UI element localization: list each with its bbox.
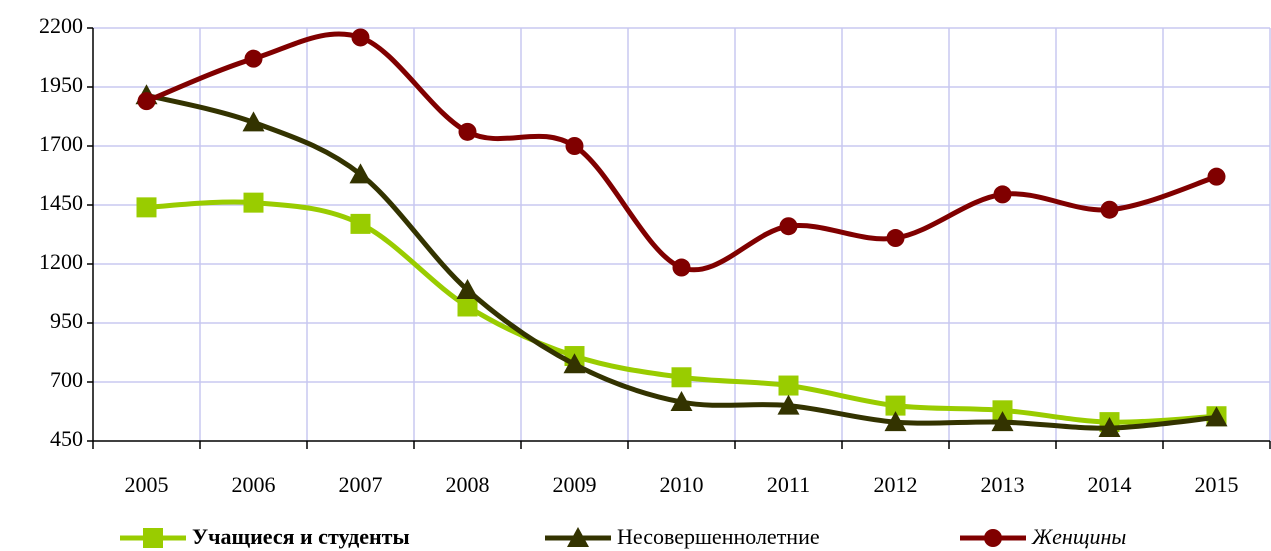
point	[991, 411, 1014, 432]
y-tick-label: 1950	[39, 72, 83, 97]
x-tick-label: 2009	[553, 472, 597, 497]
y-tick-label: 450	[50, 426, 83, 451]
legend-label: Женщины	[1031, 524, 1126, 549]
legend-marker	[984, 529, 1002, 547]
point	[993, 185, 1012, 204]
point	[136, 197, 157, 218]
point	[779, 217, 798, 236]
x-tick-label: 2014	[1088, 472, 1132, 497]
legend-label: Несовершеннолетние	[617, 524, 820, 549]
point	[349, 163, 372, 184]
x-tick-label: 2011	[767, 472, 810, 497]
y-tick-label: 1700	[39, 131, 83, 156]
point	[563, 353, 586, 374]
point	[885, 395, 906, 416]
point	[565, 137, 584, 155]
point	[672, 258, 691, 277]
point	[244, 49, 263, 68]
point	[242, 111, 265, 132]
point	[992, 400, 1013, 421]
y-tick-label: 2200	[39, 13, 83, 38]
x-tick-label: 2008	[446, 472, 490, 497]
point	[884, 411, 907, 432]
legend-marker	[567, 527, 589, 547]
y-tick-label: 1200	[39, 249, 83, 274]
point	[350, 213, 371, 234]
x-tick-label: 2012	[874, 472, 918, 497]
point	[1207, 167, 1226, 186]
y-tick-label: 950	[50, 308, 83, 333]
x-tick-label: 2015	[1195, 472, 1239, 497]
x-tick-label: 2006	[232, 472, 276, 497]
y-tick-label: 1450	[39, 190, 83, 215]
point	[778, 375, 799, 396]
x-tick-label: 2005	[125, 472, 169, 497]
point	[777, 394, 800, 415]
point	[886, 229, 905, 248]
point	[243, 192, 264, 213]
point	[137, 92, 156, 111]
point	[671, 367, 692, 388]
x-tick-label: 2010	[660, 472, 704, 497]
x-tick-label: 2007	[339, 472, 383, 497]
point	[670, 391, 693, 412]
point	[1100, 200, 1119, 219]
legend-marker	[143, 528, 163, 548]
y-tick-label: 700	[50, 367, 83, 392]
x-tick-label: 2013	[981, 472, 1025, 497]
point	[351, 28, 370, 47]
legend-label: Учащиеся и студенты	[192, 524, 410, 549]
point	[456, 278, 479, 299]
point	[1205, 406, 1228, 427]
point	[1098, 417, 1121, 438]
point	[458, 122, 477, 141]
point	[457, 296, 478, 317]
